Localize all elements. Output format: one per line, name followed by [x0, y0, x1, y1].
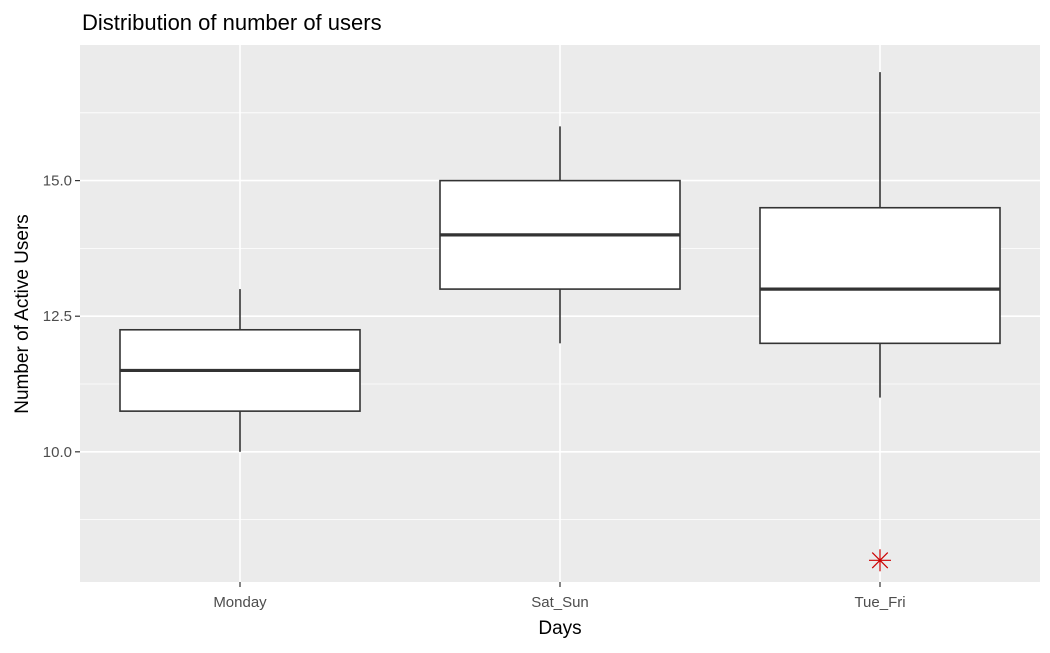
- axes: 10.0 12.5 15.0 Monday Sat_Sun Tue_Fri: [43, 173, 906, 611]
- chart-title: Distribution of number of users: [82, 10, 382, 35]
- y-tick-label: 12.5: [43, 308, 72, 325]
- box-body: [759, 206, 1001, 345]
- box-sat-sun: [439, 126, 681, 344]
- x-tick-label: Sat_Sun: [531, 594, 589, 611]
- boxes: [119, 72, 1001, 572]
- outlier-stroke: [871, 552, 889, 569]
- y-axis-title: Number of Active Users: [12, 214, 33, 414]
- box-monday: [119, 289, 361, 452]
- y-tick-label: 15.0: [43, 173, 72, 190]
- x-tick-label: Tue_Fri: [854, 594, 905, 611]
- y-tick-label: 10.0: [43, 444, 72, 461]
- outlier-point: [869, 549, 891, 572]
- x-axis-title: Days: [538, 618, 581, 639]
- x-tick-label: Monday: [213, 594, 267, 611]
- box-tue-fri: [759, 72, 1001, 398]
